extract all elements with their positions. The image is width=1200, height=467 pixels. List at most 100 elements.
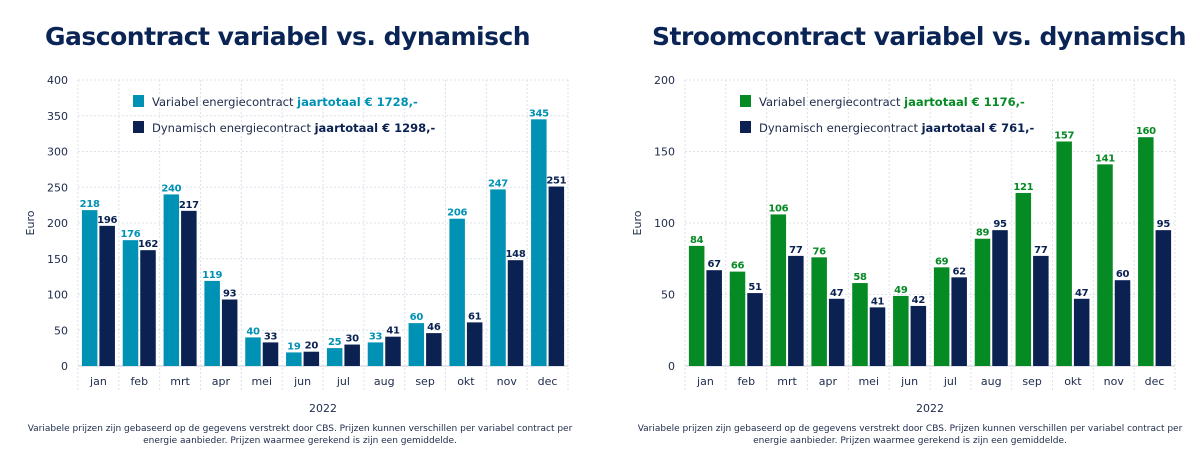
data-label: 95 xyxy=(993,219,1007,230)
data-label: 141 xyxy=(1095,153,1115,164)
legend-series-name: Dynamisch energiecontract xyxy=(152,121,315,135)
y-tick-label: 150 xyxy=(47,253,68,266)
data-label: 67 xyxy=(708,259,722,270)
x-tick-label: mrt xyxy=(777,375,797,388)
bar-dynamisch xyxy=(426,333,442,366)
data-label: 240 xyxy=(161,183,181,194)
bar-dynamisch xyxy=(181,210,197,366)
data-label: 40 xyxy=(246,326,260,337)
bar-dynamisch xyxy=(1114,280,1131,366)
legend-entry: Variabel energiecontract jaartotaal € 17… xyxy=(152,95,418,109)
bar-variabel xyxy=(974,238,991,366)
y-tick-label: 0 xyxy=(668,360,675,373)
data-label: 77 xyxy=(1034,245,1048,256)
data-label: 49 xyxy=(894,285,908,296)
footnote-line: energie aanbieder. Prijzen waarmee gerek… xyxy=(143,436,457,446)
bar-dynamisch xyxy=(140,250,156,366)
data-label: 66 xyxy=(731,261,745,272)
x-tick-label: okt xyxy=(457,375,475,388)
legend-entry: Dynamisch energiecontract jaartotaal € 1… xyxy=(152,121,435,135)
legend-total: jaartotaal € 1298,- xyxy=(314,121,436,135)
data-label: 33 xyxy=(264,331,278,342)
x-tick-label: aug xyxy=(374,375,395,388)
data-label: 47 xyxy=(1075,288,1089,299)
bar-dynamisch xyxy=(548,186,565,366)
y-tick-label: 350 xyxy=(47,110,68,123)
bar-dynamisch xyxy=(828,298,845,366)
data-label: 77 xyxy=(789,245,803,256)
bar-dynamisch xyxy=(869,307,886,366)
data-label: 58 xyxy=(853,272,867,283)
bar-dynamisch xyxy=(788,255,804,366)
bar-variabel xyxy=(531,119,547,366)
data-label: 84 xyxy=(690,235,704,246)
bar-variabel xyxy=(163,194,180,366)
data-label: 176 xyxy=(120,229,140,240)
data-label: 76 xyxy=(812,246,826,257)
bar-dynamisch xyxy=(262,342,279,366)
x-tick-label: aug xyxy=(981,375,1002,388)
bar-dynamisch xyxy=(507,260,524,366)
x-tick-label: okt xyxy=(1064,375,1082,388)
legend-total: jaartotaal € 1728,- xyxy=(296,95,418,109)
bar-variabel xyxy=(811,257,827,366)
data-label: 69 xyxy=(935,256,949,267)
x-tick-label: mei xyxy=(858,375,879,388)
y-tick-label: 50 xyxy=(54,324,68,337)
data-label: 33 xyxy=(369,331,383,342)
data-label: 46 xyxy=(427,322,441,333)
y-tick-label: 400 xyxy=(47,74,68,87)
x-tick-label: jul xyxy=(943,375,957,388)
data-label: 51 xyxy=(748,282,762,293)
legend-swatch xyxy=(740,121,751,133)
bar-variabel xyxy=(81,210,98,366)
legend-total: jaartotaal € 1176,- xyxy=(903,95,1025,109)
gas-chart-title: Gascontract variabel vs. dynamisch xyxy=(45,22,531,51)
data-label: 89 xyxy=(976,228,990,239)
data-label: 42 xyxy=(912,295,926,306)
bar-dynamisch xyxy=(385,336,401,366)
x-tick-label: jan xyxy=(89,375,107,388)
legend-swatch xyxy=(740,95,751,107)
bar-variabel xyxy=(933,267,950,366)
bar-dynamisch xyxy=(99,225,115,366)
data-label: 106 xyxy=(768,203,788,214)
data-label: 157 xyxy=(1054,130,1074,141)
bar-variabel xyxy=(449,218,465,366)
x-tick-label: sep xyxy=(415,375,434,388)
data-label: 30 xyxy=(346,334,360,345)
data-label: 218 xyxy=(80,199,100,210)
data-label: 95 xyxy=(1157,219,1171,230)
bar-variabel xyxy=(729,271,746,366)
legend-series-name: Dynamisch energiecontract xyxy=(759,121,922,135)
x-tick-label: nov xyxy=(497,375,518,388)
x-tick-label: sep xyxy=(1022,375,1041,388)
data-label: 148 xyxy=(506,249,526,260)
x-tick-label: dec xyxy=(1145,375,1165,388)
legend-series-name: Variabel energiecontract xyxy=(152,95,297,109)
y-tick-label: 200 xyxy=(654,74,675,87)
x-tick-label: jun xyxy=(293,375,311,388)
footnote-line: Variabele prijzen zijn gebaseerd op de g… xyxy=(637,424,1183,434)
power-footnote: Variabele prijzen zijn gebaseerd op de g… xyxy=(630,423,1190,447)
y-tick-label: 250 xyxy=(47,181,68,194)
bar-variabel xyxy=(852,283,868,366)
y-tick-label: 0 xyxy=(61,360,68,373)
bar-dynamisch xyxy=(221,299,238,366)
data-label: 61 xyxy=(468,311,482,322)
legend-entry: Variabel energiecontract jaartotaal € 11… xyxy=(759,95,1025,109)
legend-entry: Dynamisch energiecontract jaartotaal € 7… xyxy=(759,121,1034,135)
legend-total: jaartotaal € 761,- xyxy=(921,121,1035,135)
x-tick-label: feb xyxy=(737,375,755,388)
y-tick-label: 200 xyxy=(47,217,68,230)
data-label: 196 xyxy=(97,215,117,226)
data-label: 93 xyxy=(223,289,237,300)
data-label: 60 xyxy=(1116,269,1130,280)
x-tick-label: mrt xyxy=(170,375,190,388)
gas-chart: 0 50 100 150 200 250 300 350 400 Euro 2022 jan 218 19… xyxy=(24,74,569,415)
bar-variabel xyxy=(770,214,787,366)
bar-dynamisch xyxy=(951,277,967,366)
data-label: 62 xyxy=(953,266,967,277)
y-tick-label: 150 xyxy=(654,146,675,159)
